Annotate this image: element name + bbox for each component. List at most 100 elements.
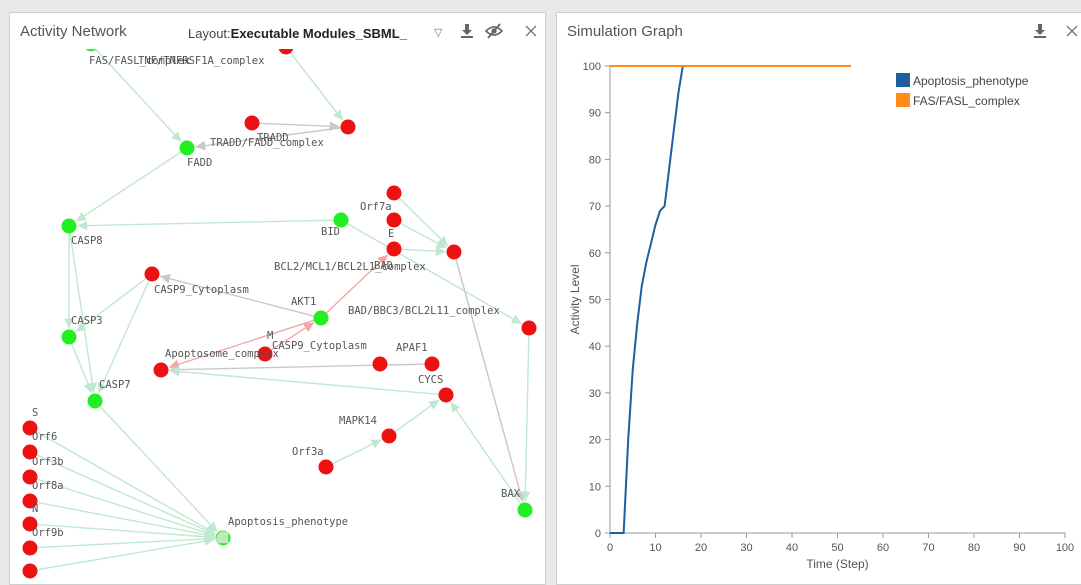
node-label: N — [32, 503, 38, 515]
node-label: CASP9_Cytoplasm — [272, 340, 367, 352]
network-node-bcl2c[interactable]: BCL2/MCL1/BCL2L1_complex — [274, 245, 462, 274]
y-tick-label: 60 — [589, 248, 601, 260]
node-circle[interactable] — [245, 116, 260, 131]
node-label: Orf7a — [360, 201, 392, 213]
y-tick-label: 20 — [589, 435, 601, 447]
x-tick-label: 10 — [649, 542, 661, 554]
x-tick-label: 50 — [831, 542, 843, 554]
node-label: Orf6 — [32, 431, 57, 443]
node-label: Orf8a — [32, 480, 64, 492]
node-label: Apoptosome_complex — [165, 348, 279, 360]
node-label: CASP7 — [99, 379, 131, 391]
legend-swatch — [896, 93, 910, 107]
network-edge — [401, 249, 445, 251]
network-node-bid[interactable]: BID — [321, 213, 349, 239]
node-label: FADD — [187, 157, 212, 169]
node-circle[interactable] — [23, 541, 38, 556]
x-tick-label: 100 — [1056, 542, 1074, 554]
layout-label: Layout: — [188, 26, 231, 41]
node-label: CASP3 — [71, 315, 103, 327]
eye-slash-icon[interactable] — [484, 23, 504, 39]
node-circle[interactable] — [387, 186, 402, 201]
network-node-apoptosis[interactable]: Apoptosis_phenotype — [216, 516, 349, 546]
y-tick-label: 0 — [595, 528, 601, 540]
node-circle[interactable] — [447, 245, 462, 260]
x-tick-label: 90 — [1013, 542, 1025, 554]
network-node-badc[interactable]: BAD/BBC3/BCL2L11_complex — [348, 305, 537, 336]
x-tick-label: 60 — [877, 542, 889, 554]
network-node-e[interactable]: E — [387, 213, 402, 241]
node-label: CASP8 — [71, 235, 103, 247]
series-line-0 — [610, 66, 683, 533]
network-edge — [333, 440, 382, 464]
node-circle[interactable] — [314, 311, 329, 326]
node-circle[interactable] — [180, 141, 195, 156]
node-circle[interactable] — [387, 242, 402, 257]
node-label: BCL2/MCL1/BCL2L1_complex — [274, 261, 426, 273]
x-axis-title: Time (Step) — [806, 557, 868, 571]
node-circle[interactable] — [62, 330, 77, 345]
network-node-casp7[interactable]: CASP7 — [88, 379, 131, 409]
node-circle[interactable] — [373, 357, 388, 372]
node-label: Orf3a — [292, 446, 324, 458]
x-tick-label: 0 — [607, 542, 613, 554]
node-circle[interactable] — [154, 363, 169, 378]
network-graph[interactable]: FAS/FASL_complexTNF/TNFRSF1A_complexTRAD… — [10, 49, 545, 584]
node-circle[interactable] — [62, 219, 77, 234]
network-node-orfx[interactable] — [23, 564, 38, 579]
network-node-orf7a[interactable]: Orf7a — [360, 186, 402, 214]
y-axis-title: Activity Level — [568, 264, 582, 334]
network-edge — [72, 344, 92, 393]
layout-value: Executable Modules_SBML_ — [231, 26, 407, 41]
node-circle[interactable] — [23, 564, 38, 579]
y-tick-label: 10 — [589, 481, 601, 493]
network-node-bax[interactable]: BAX — [501, 488, 533, 518]
node-label: S — [32, 407, 38, 419]
network-node-cycs[interactable]: CYCS — [418, 374, 454, 403]
network-node-casp8[interactable]: CASP8 — [62, 219, 103, 248]
activity-network-panel: Activity Network Layout:Executable Modul… — [9, 12, 546, 585]
node-circle[interactable] — [145, 267, 160, 282]
node-label: CASP9_Cytoplasm — [154, 284, 249, 296]
node-circle[interactable] — [425, 357, 440, 372]
node-label: CYCS — [418, 374, 443, 386]
y-tick-label: 80 — [589, 154, 601, 166]
network-edge — [395, 400, 439, 432]
network-node-casp3[interactable]: CASP3 — [62, 315, 103, 345]
network-edge — [77, 220, 333, 226]
close-icon[interactable] — [523, 23, 539, 39]
network-node-casp9c[interactable]: CASP9_Cytoplasm — [145, 267, 249, 297]
network-edge — [291, 53, 343, 120]
node-label: BAX — [501, 488, 521, 500]
network-edge — [169, 371, 438, 395]
layout-selector[interactable]: Layout:Executable Modules_SBML_ — [188, 26, 407, 41]
panel-title: Activity Network — [20, 23, 127, 40]
network-node-tnf[interactable]: TNF/TNFRSF1A_complex — [138, 49, 294, 67]
network-node-mapk14[interactable]: MAPK14 — [339, 415, 397, 444]
chevron-down-icon[interactable]: ▽ — [434, 26, 442, 39]
network-node-apopc[interactable]: Apoptosome_complex — [154, 348, 279, 378]
download-icon[interactable] — [459, 23, 475, 39]
node-circle[interactable] — [319, 460, 334, 475]
legend-label: FAS/FASL_complex — [913, 94, 1020, 108]
node-label: BAD/BBC3/BCL2L11_complex — [348, 305, 500, 317]
node-label: TRADD/FADD_complex — [210, 137, 324, 149]
node-label: Orf9b — [32, 527, 64, 539]
node-circle[interactable] — [382, 429, 397, 444]
node-circle[interactable] — [518, 503, 533, 518]
network-node-orf3a[interactable]: Orf3a — [292, 446, 334, 475]
network-node-apaf1[interactable]: APAF1 — [396, 342, 440, 372]
x-tick-label: 20 — [695, 542, 707, 554]
node-circle[interactable] — [341, 120, 356, 135]
node-circle[interactable] — [387, 213, 402, 228]
node-label: TNF/TNFRSF1A_complex — [138, 55, 264, 67]
y-tick-label: 30 — [589, 388, 601, 400]
node-label: Orf3b — [32, 456, 64, 468]
node-circle[interactable] — [522, 321, 537, 336]
x-tick-label: 70 — [922, 542, 934, 554]
node-circle[interactable] — [439, 388, 454, 403]
y-tick-label: 100 — [583, 61, 601, 73]
node-circle[interactable] — [88, 394, 103, 409]
node-label: APAF1 — [396, 342, 428, 354]
